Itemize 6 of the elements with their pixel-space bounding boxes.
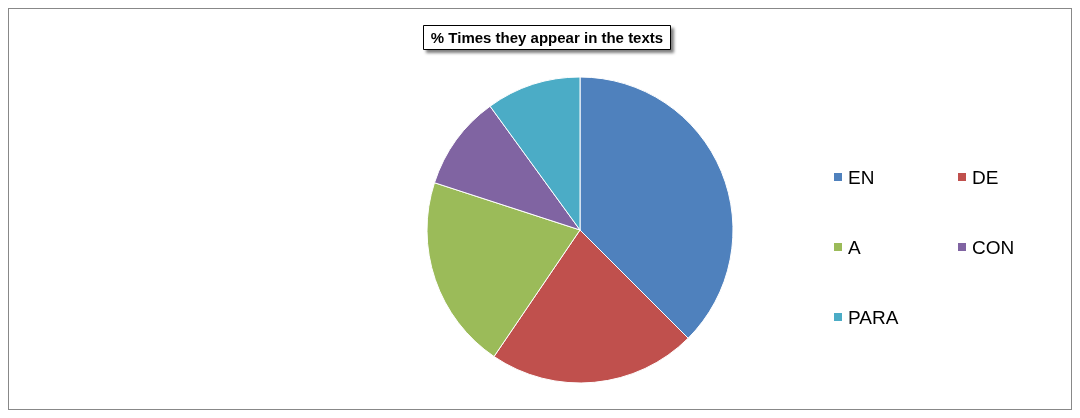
legend-label: EN	[848, 166, 875, 188]
legend-label: CON	[972, 236, 1015, 258]
chart-title: % Times they appear in the texts	[430, 29, 664, 46]
legend-label: DE	[972, 166, 999, 188]
legend-label: A	[848, 236, 861, 258]
legend-label: PARA	[848, 306, 899, 328]
